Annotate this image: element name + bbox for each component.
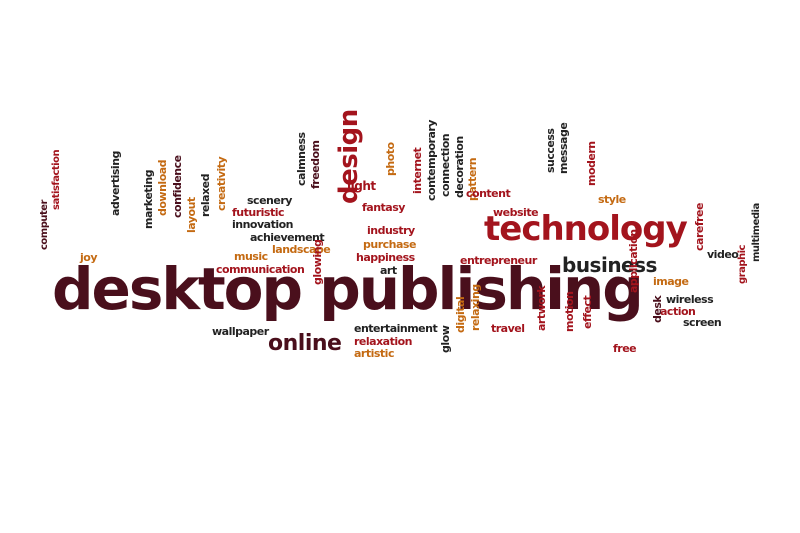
word-motion: motion (563, 291, 576, 332)
word-marketing: marketing (142, 169, 155, 229)
word-calmness: calmness (295, 132, 308, 186)
word-style: style (598, 193, 626, 206)
word-internet: internet (411, 147, 424, 194)
word-futuristic: futuristic (232, 206, 285, 219)
word-industry: industry (367, 224, 415, 237)
word-advertising: advertising (109, 151, 122, 216)
word-relaxed: relaxed (199, 173, 212, 217)
word-message: message (557, 122, 570, 174)
word-glowing: glowing (311, 239, 324, 285)
word-wireless: wireless (666, 293, 714, 306)
word-freedom: freedom (309, 140, 322, 189)
word-glow: glow (439, 325, 452, 353)
word-scenery: scenery (247, 194, 292, 207)
word-layout: layout (185, 197, 198, 233)
word-content: content (466, 187, 511, 200)
word-download: download (156, 159, 169, 216)
word-travel: travel (491, 322, 525, 335)
word-technology: technology (484, 209, 688, 249)
word-happiness: happiness (356, 251, 415, 264)
word-entertainment: entertainment (354, 322, 438, 335)
word-computer: computer (39, 200, 50, 250)
word-joy: joy (80, 251, 98, 264)
word-photo: photo (384, 142, 397, 176)
word-relaxing: relaxing (469, 284, 482, 331)
word-landscape: landscape (272, 243, 331, 256)
word-decoration: decoration (453, 136, 466, 198)
word-wallpaper: wallpaper (212, 325, 269, 338)
word-video: video (707, 248, 739, 261)
word-business: business (562, 253, 657, 277)
word-digital: digital (454, 296, 467, 333)
word-desk: desk (651, 295, 664, 323)
word-graphic: graphic (737, 245, 748, 284)
word-screen: screen (683, 316, 722, 329)
word-relaxation: relaxation (354, 335, 413, 348)
word-connection: connection (439, 133, 452, 197)
word-online: online (268, 331, 342, 356)
word-action: action (660, 305, 696, 318)
word-image: image (653, 275, 689, 288)
word-innovation: innovation (232, 218, 294, 231)
word-confidence: confidence (171, 155, 184, 218)
word-creativity: creativity (215, 156, 228, 211)
word-carefree: carefree (693, 203, 706, 251)
word-modern: modern (585, 141, 598, 186)
word-success: success (544, 128, 557, 173)
word-entrepreneur: entrepreneur (460, 254, 537, 267)
word-multimedia: multimedia (751, 203, 762, 262)
word-website: website (493, 206, 539, 219)
word-fantasy: fantasy (362, 201, 405, 214)
word-application: application (627, 229, 640, 293)
word-artistic: artistic (354, 347, 394, 360)
word-achievement: achievement (250, 231, 325, 244)
word-contemporary: contemporary (425, 120, 438, 201)
word-communication: communication (216, 263, 305, 276)
word-purchase: purchase (363, 238, 416, 251)
word-art: art (380, 264, 397, 277)
word-free: free (613, 342, 637, 355)
word-artwork: artwork (535, 285, 548, 331)
word-light: light (347, 179, 376, 193)
word-effect: effect (581, 295, 594, 329)
word-satisfaction: satisfaction (51, 149, 62, 210)
word-desktop-publishing: desktop publishing (52, 255, 644, 323)
word-music: music (234, 250, 268, 263)
